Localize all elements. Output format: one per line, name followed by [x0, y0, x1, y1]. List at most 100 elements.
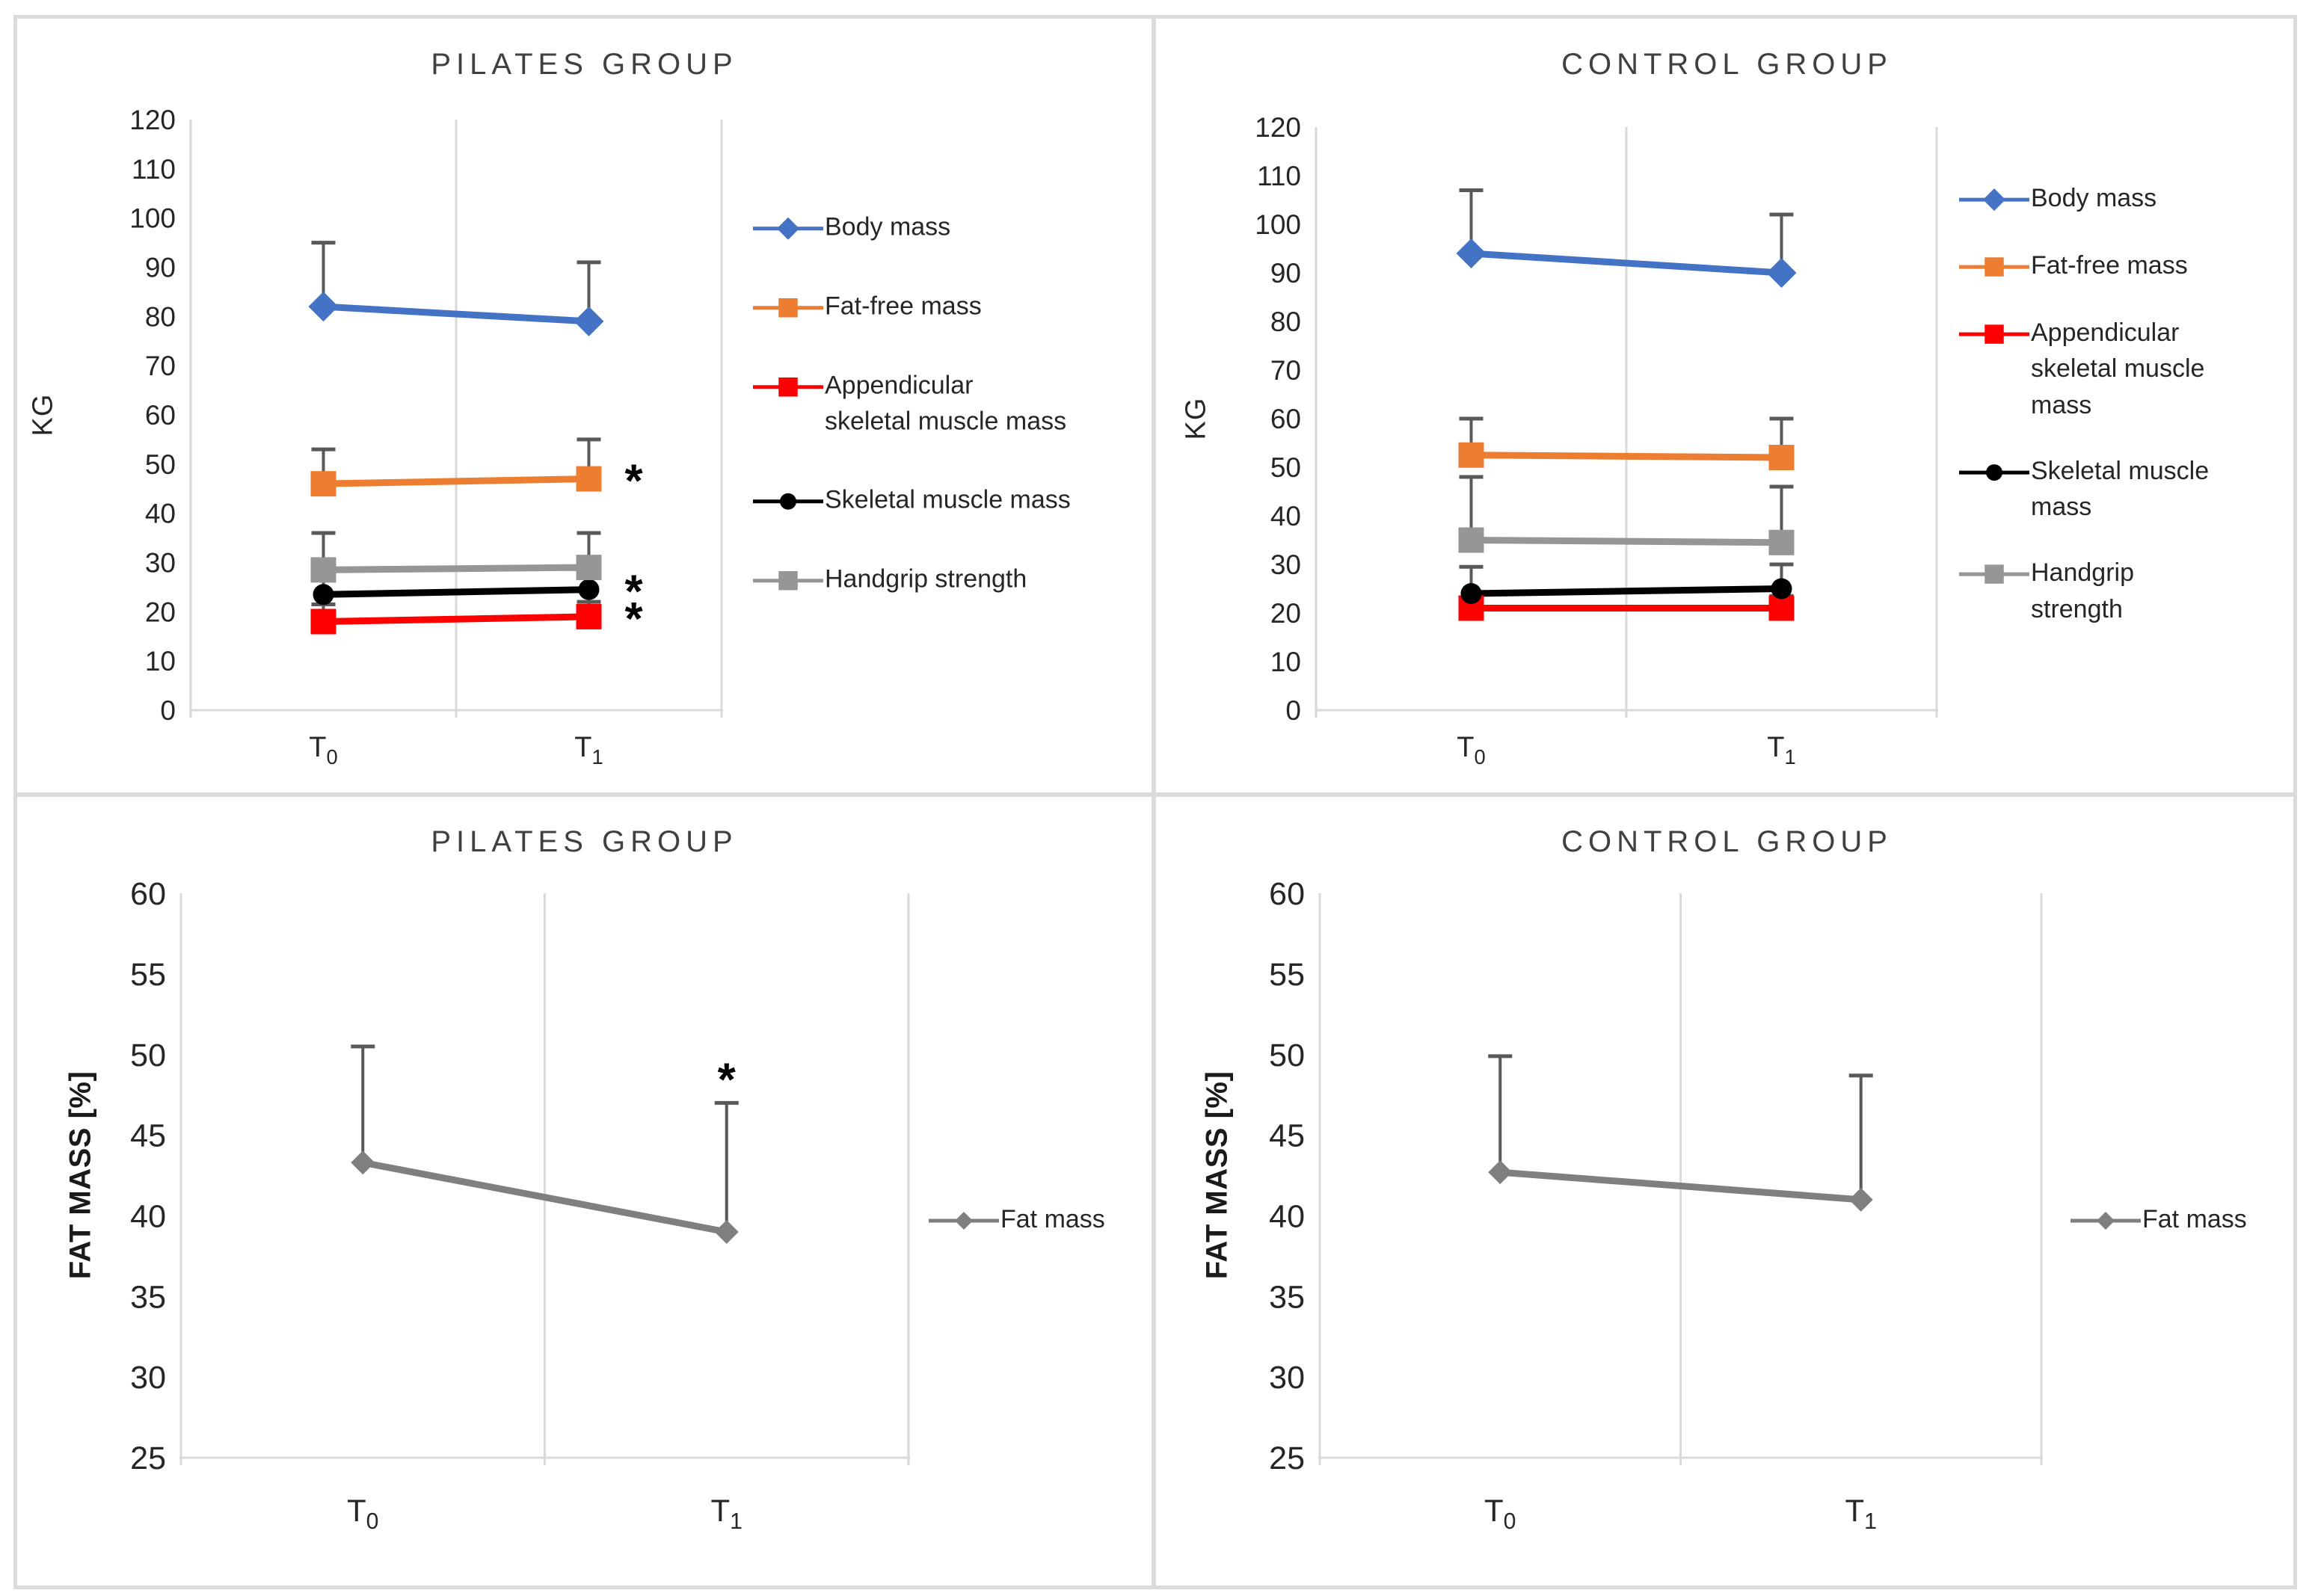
chart-title: CONTROL GROUP [1561, 48, 1893, 81]
y-tick-label: 110 [1257, 161, 1301, 191]
series-line [323, 613, 589, 625]
panel-divider-vertical [1152, 15, 1156, 1589]
legend-marker-shape [778, 298, 798, 318]
legend-marker-shape [1986, 463, 2002, 481]
legend-label: Skeletal muscle mass [2031, 453, 2209, 526]
chart-title: PILATES GROUP [431, 48, 738, 81]
legend-marker-diamond [753, 217, 823, 240]
legend-marker-shape [1985, 257, 2004, 277]
data-point-marker [310, 557, 336, 583]
y-tick-label: 50 [1270, 452, 1301, 483]
y-tick-label: 20 [145, 597, 176, 627]
series-line [323, 303, 589, 325]
y-tick-label: 60 [130, 876, 166, 912]
legend-marker-square [1959, 564, 2029, 585]
y-tick-label: 90 [1270, 258, 1301, 289]
significance-asterisk: * [625, 594, 644, 645]
legend-marker-shape [2097, 1212, 2115, 1230]
x-tick-label: T1 [711, 1493, 743, 1534]
panel-pilates-fat-mass: 25 30 35 40 45 50 55 60 T0 T1 * PILATES GROUP FAT … [15, 797, 1154, 1589]
legend-label-line: Skeletal muscle mass [825, 485, 1071, 514]
legend-marker-shape [778, 570, 798, 591]
legend-label-line: Appendicular [2031, 318, 2180, 348]
data-point-marker [576, 603, 602, 629]
legend-label: Appendicular skeletal muscle mass [825, 368, 1066, 440]
legend-marker-square [753, 298, 823, 318]
series-line [362, 1159, 728, 1236]
y-tick-label: 55 [130, 957, 166, 993]
legend-label-line: Handgrip strength [825, 564, 1027, 594]
legend-label: Skeletal muscle mass [825, 481, 1071, 517]
panel-divider-horizontal [13, 792, 2297, 797]
legend-label-line: Fat mass [2142, 1205, 2247, 1233]
legend-label-line: strength [2031, 594, 2123, 623]
data-point-marker [1768, 595, 1795, 621]
y-tick-label: 45 [1269, 1118, 1305, 1154]
y-tick-label: 50 [1269, 1038, 1305, 1073]
data-point-marker [351, 1150, 375, 1175]
data-point-marker [1848, 1187, 1873, 1212]
y-tick-label: 30 [1269, 1360, 1305, 1396]
legend-marker-square [1959, 257, 2029, 277]
panel-control-fat-mass: 25 30 35 40 45 50 55 60 T0 T1 CONTROL GROUP FAT M… [1156, 797, 2298, 1589]
data-point-marker [1766, 258, 1797, 288]
legend-item: Handgrip strength [1958, 555, 2209, 627]
series-line [1471, 250, 1782, 277]
y-tick-label: 55 [1269, 957, 1305, 993]
legend-label: Fat mass [2142, 1201, 2247, 1237]
data-point-marker [1460, 583, 1482, 604]
legend-marker-shape [955, 1212, 973, 1230]
chart-legend: Body mass Fat-free mass Appendicular skelet… [751, 209, 1071, 599]
y-tick-label: 100 [1255, 209, 1301, 240]
y-tick-label: 0 [1285, 695, 1301, 726]
control-fat-mass-plot: 25 30 35 40 45 50 55 60 T0 T1 [1269, 876, 2043, 1534]
y-tick-label: 30 [145, 547, 176, 578]
legend-marker-circle [1959, 463, 2029, 481]
x-tick-label: T0 [1457, 732, 1485, 768]
y-tick-label: 30 [1270, 549, 1301, 580]
legend-marker-shape [777, 217, 799, 240]
series-line [1499, 1168, 1862, 1204]
panel-control-kg: 0 10 20 30 40 50 60 70 80 90 100 110 120 T0 T1 CONTROL… [1156, 16, 2298, 795]
pilates-fat-mass-plot: 25 30 35 40 45 50 55 60 T0 T1 * [130, 876, 910, 1534]
series-line [323, 475, 589, 487]
x-tick-label: T1 [574, 732, 603, 768]
legend-label: Body mass [825, 209, 950, 245]
series-line [1471, 585, 1782, 597]
data-point-marker [576, 555, 602, 581]
legend-item: Fat mass [927, 1201, 1105, 1239]
legend-label-line: Fat mass [1000, 1205, 1105, 1233]
data-point-marker [308, 292, 339, 322]
y-tick-label: 40 [130, 1198, 166, 1234]
legend-marker-diamond [1959, 188, 2029, 212]
x-tick-label: T0 [309, 732, 337, 768]
y-axis-title: FAT MASS [%] [64, 1070, 97, 1280]
y-tick-label: 35 [130, 1279, 166, 1315]
data-point-marker [574, 306, 604, 336]
x-tick-label: T0 [347, 1493, 378, 1534]
chart-title: CONTROL GROUP [1561, 825, 1893, 858]
y-tick-label: 25 [1269, 1441, 1305, 1476]
legend-item: Handgrip strength [751, 561, 1071, 598]
significance-asterisk: * [625, 567, 644, 618]
y-tick-label: 110 [132, 154, 176, 185]
data-point-marker [1488, 1160, 1513, 1185]
y-tick-label: 120 [129, 105, 176, 135]
control-kg-plot: 0 10 20 30 40 50 60 70 80 90 100 110 120 T0 T1 [1255, 112, 1938, 768]
legend-label-line: skeletal muscle [2031, 354, 2205, 383]
legend-label-line: Body mass [2031, 184, 2157, 213]
legend-label-line: Skeletal muscle [2031, 456, 2210, 485]
data-point-marker [1456, 238, 1487, 268]
y-tick-label: 10 [1270, 647, 1301, 677]
legend-item: Skeletal muscle mass [751, 481, 1071, 519]
legend-item: Appendicular skeletal muscle mass [1958, 315, 2209, 423]
chart-legend: Fat mass [2069, 1201, 2247, 1239]
legend-item: Fat mass [2069, 1201, 2247, 1239]
legend-label: Fat-free mass [2031, 247, 2188, 283]
y-tick-label: 70 [1270, 355, 1301, 386]
chart-legend: Body mass Fat-free mass Appendicular skelet… [1958, 180, 2209, 627]
legend-item: Appendicular skeletal muscle mass [751, 368, 1071, 440]
x-tick-label: T1 [1845, 1493, 1877, 1534]
